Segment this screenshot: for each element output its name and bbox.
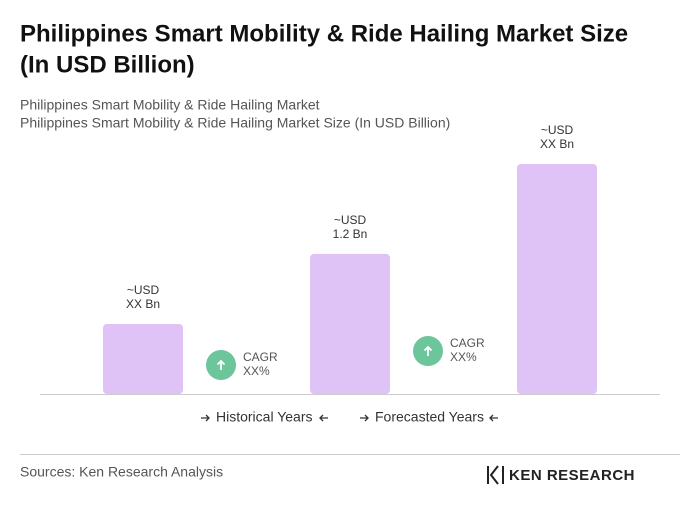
source: Sources: Ken Research Analysis — [20, 464, 223, 480]
cagr-value: XX% — [243, 364, 270, 378]
cagr-label: CAGR — [243, 350, 278, 364]
value-label: ~USD — [127, 283, 160, 297]
subtitle: Philippines Smart Mobility & Ride Hailin… — [20, 115, 450, 131]
period-label: Forecasted Years — [375, 409, 484, 425]
arrow-icon — [319, 414, 328, 422]
cagr-arrow — [423, 345, 433, 356]
subtitle: Philippines Smart Mobility & Ride Hailin… — [20, 97, 320, 113]
chart-title: Philippines Smart Mobility & Ride Hailin… — [20, 20, 628, 47]
logo: KEN RESEARCH — [509, 467, 635, 484]
bar — [103, 323, 183, 394]
value-label: 1.2 Bn — [333, 227, 368, 241]
bar — [517, 164, 597, 394]
cagr-label: CAGR — [450, 336, 485, 350]
cagr-arrow — [216, 359, 226, 370]
arrow-icon — [360, 414, 369, 422]
value-label: XX Bn — [540, 137, 574, 151]
bar — [310, 253, 390, 394]
arrow-icon — [201, 414, 210, 422]
cagr-value: XX% — [450, 350, 477, 364]
period-legend — [201, 414, 498, 422]
period-label: Historical Years — [216, 409, 313, 425]
value-label: ~USD — [334, 213, 367, 227]
value-label: ~USD — [541, 123, 574, 137]
chart-title: (In USD Billion) — [20, 51, 195, 78]
logo-icon — [487, 465, 504, 485]
value-label: XX Bn — [126, 297, 160, 311]
arrow-icon — [489, 414, 498, 422]
